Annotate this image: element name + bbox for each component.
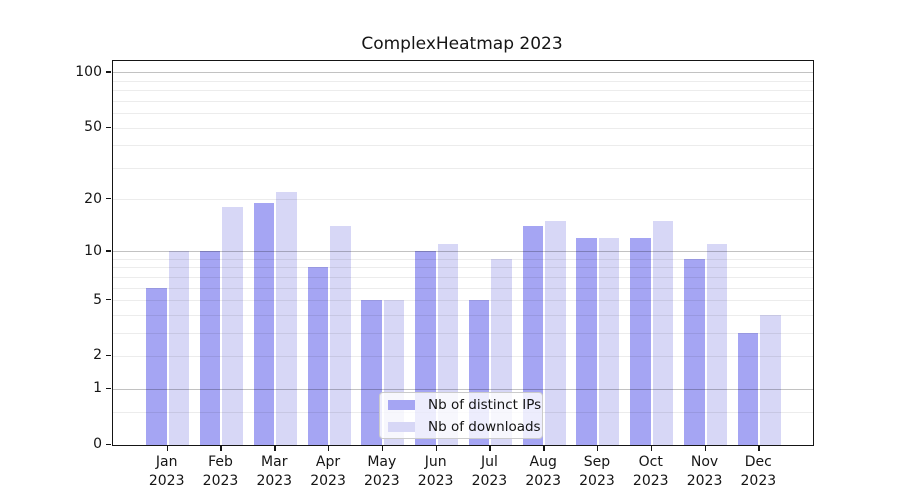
x-tick-label: Dec 2023 [740, 454, 777, 489]
bar [276, 191, 297, 445]
bar [361, 300, 382, 445]
gridline [113, 332, 813, 334]
legend-item-downloads: Nb of downloads [386, 417, 541, 436]
x-tick [704, 445, 706, 451]
y-tick [106, 354, 111, 357]
gridline [113, 267, 813, 269]
gridline [113, 287, 813, 289]
y-tick-label: 100 [75, 63, 102, 80]
legend-swatch-distinct-ips [388, 399, 415, 410]
legend-label-downloads: Nb of downloads [428, 418, 541, 435]
x-tick-label: Jun 2023 [417, 454, 454, 489]
y-tick [106, 126, 111, 128]
bar [545, 221, 566, 445]
x-tick-label: Feb 2023 [202, 454, 239, 489]
bar [146, 287, 167, 445]
gridline [113, 90, 813, 92]
bar [760, 314, 781, 445]
legend-item-distinct-ips: Nb of distinct IPs [386, 395, 541, 414]
gridline [113, 276, 813, 278]
gridline [113, 72, 813, 74]
y-tick-label: 1 [93, 380, 102, 397]
gridline [113, 258, 813, 260]
gridline [113, 199, 813, 201]
bar [307, 267, 329, 445]
x-tick [435, 445, 438, 451]
bar [598, 237, 620, 445]
gridline [113, 100, 813, 102]
x-tick [596, 445, 599, 451]
y-tick-label: 50 [84, 119, 102, 136]
gridline [113, 127, 813, 129]
x-tick [328, 445, 330, 451]
y-tick [106, 387, 111, 390]
bar [253, 203, 275, 445]
gridline [113, 145, 813, 147]
plot-area [112, 60, 814, 446]
x-tick [381, 445, 384, 451]
y-tick [106, 198, 111, 200]
bar [576, 237, 597, 445]
y-tick-label: 20 [84, 190, 102, 207]
x-tick [758, 445, 760, 451]
y-tick-label: 5 [93, 291, 102, 308]
chart-title: ComplexHeatmap 2023 [361, 34, 563, 54]
bar [168, 251, 190, 445]
gridline [113, 355, 813, 357]
x-tick-label: May 2023 [364, 454, 400, 489]
x-tick [489, 445, 491, 451]
y-tick [106, 250, 111, 252]
x-tick [220, 445, 222, 451]
y-tick [106, 71, 111, 73]
bar [737, 332, 759, 445]
bar [706, 244, 728, 445]
gridline [113, 300, 813, 302]
x-tick [543, 445, 545, 451]
gridline [113, 80, 813, 82]
y-tick-label: 10 [84, 242, 102, 259]
y-tick-label: 2 [93, 347, 102, 364]
gridline [113, 314, 813, 316]
x-tick-label: Sep 2023 [579, 454, 615, 489]
x-tick-label: Jul 2023 [471, 454, 508, 489]
bar [630, 237, 651, 445]
x-tick-label: Apr 2023 [310, 454, 346, 489]
x-tick [274, 445, 276, 451]
bar [199, 251, 221, 445]
gridline [113, 113, 813, 115]
y-tick-label: 0 [93, 436, 102, 452]
bar [222, 207, 243, 445]
gridline [113, 167, 813, 169]
bar [522, 226, 544, 445]
bar [684, 258, 705, 445]
legend: Nb of distinct IPs Nb of downloads [379, 392, 543, 439]
bar [330, 226, 351, 445]
x-tick-label: Mar 2023 [256, 454, 293, 489]
legend-label-distinct-ips: Nb of distinct IPs [428, 396, 542, 413]
x-tick [650, 445, 653, 451]
y-tick [106, 443, 111, 445]
x-tick-label: Oct 2023 [632, 454, 669, 489]
x-tick [166, 445, 169, 451]
gridline [113, 388, 813, 390]
x-tick-label: Nov 2023 [686, 454, 723, 489]
y-tick [106, 299, 111, 301]
x-tick-label: Aug 2023 [525, 454, 561, 489]
gridline [113, 251, 813, 253]
x-tick-label: Jan 2023 [148, 454, 185, 489]
bar [652, 221, 674, 445]
legend-swatch-downloads [388, 421, 415, 432]
